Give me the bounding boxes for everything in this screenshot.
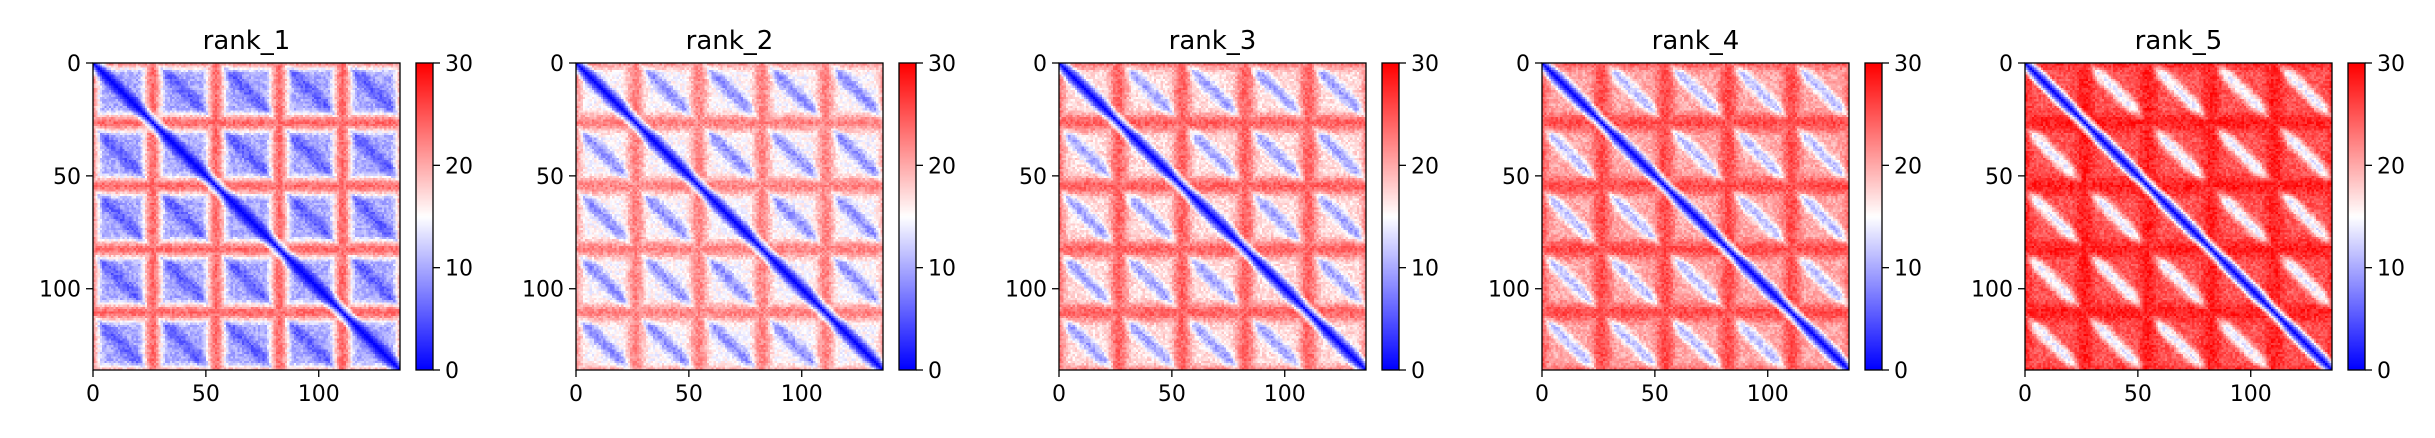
y-tick-label: 100 [39,278,81,303]
colorbar-tick-label: 20 [445,154,473,179]
panel-title: rank_4 [1652,26,1740,56]
x-tick-label: 100 [1264,382,1306,407]
colorbar-tick-label: 20 [2377,154,2405,179]
colorbar-tick-label: 20 [1894,154,1922,179]
y-tick-label: 0 [550,52,564,77]
colorbar-tick-label: 30 [2377,52,2405,77]
y-tick-label: 50 [1985,165,2013,190]
y-tick-label: 50 [53,165,81,190]
y-tick-label: 50 [1502,165,1530,190]
colorbar-tick-label: 0 [445,359,459,384]
colorbar [1382,63,1399,370]
heatmap-panel-5: rank_5 0 50 100 0 50 100 0 10 20 30 [1971,26,2405,407]
colorbar-tick-label: 0 [928,359,942,384]
colorbar-tick-label: 10 [1411,257,1439,282]
panel-title: rank_2 [686,26,774,56]
y-tick-label: 50 [1019,165,1047,190]
y-tick-label: 100 [1488,278,1530,303]
y-tick-label: 0 [1033,52,1047,77]
heatmap-image [1542,63,1849,370]
heatmap-image [2025,63,2332,370]
x-tick-label: 50 [675,382,703,407]
colorbar-tick-label: 30 [1411,52,1439,77]
x-tick-label: 100 [781,382,823,407]
y-tick-label: 0 [1516,52,1530,77]
panel-title: rank_1 [203,26,291,56]
colorbar [416,63,433,370]
x-tick-label: 50 [1641,382,1669,407]
panel-title: rank_5 [2135,26,2223,56]
x-tick-label: 0 [2018,382,2032,407]
colorbar-tick-label: 10 [445,257,473,282]
y-tick-label: 100 [1971,278,2013,303]
colorbar-tick-label: 30 [445,52,473,77]
colorbar [2348,63,2365,370]
heatmap-image [576,63,883,370]
colorbar-tick-label: 10 [928,257,956,282]
axes-frame [575,62,884,371]
x-tick-label: 100 [1747,382,1789,407]
y-tick-label: 100 [1005,278,1047,303]
colorbar [899,63,916,370]
x-tick-label: 0 [569,382,583,407]
colorbar-frame [898,62,917,371]
colorbar-tick-label: 0 [1894,359,1908,384]
colorbar-tick-label: 0 [1411,359,1425,384]
y-tick-label: 100 [522,278,564,303]
axes-frame [1058,62,1367,371]
colorbar-tick-label: 10 [2377,257,2405,282]
x-tick-label: 50 [1158,382,1186,407]
y-tick-label: 0 [1999,52,2013,77]
x-tick-label: 0 [1535,382,1549,407]
y-tick-label: 50 [536,165,564,190]
x-tick-label: 0 [86,382,100,407]
y-tick-label: 0 [67,52,81,77]
panel-title: rank_3 [1169,26,1257,56]
colorbar [1865,63,1882,370]
colorbar-frame [415,62,434,371]
colorbar-frame [2347,62,2366,371]
x-tick-label: 0 [1052,382,1066,407]
axes-frame [1541,62,1850,371]
axes-frame [92,62,401,371]
x-tick-label: 50 [192,382,220,407]
colorbar-frame [1864,62,1883,371]
x-tick-label: 50 [2124,382,2152,407]
heatmap-panel-3: rank_3 0 50 100 0 50 100 0 10 20 30 [1005,26,1439,407]
colorbar-tick-label: 30 [1894,52,1922,77]
heatmap-image [1059,63,1366,370]
x-tick-label: 100 [298,382,340,407]
heatmap-panel-4: rank_4 0 50 100 0 50 100 0 10 20 30 [1488,26,1922,407]
colorbar-tick-label: 20 [1411,154,1439,179]
heatmap-panel-1: rank_1 0 50 100 0 50 100 0 10 20 30 [39,26,473,407]
colorbar-tick-label: 30 [928,52,956,77]
axes-frame [2024,62,2333,371]
colorbar-tick-label: 0 [2377,359,2391,384]
x-tick-label: 100 [2230,382,2272,407]
colorbar-tick-label: 20 [928,154,956,179]
colorbar-frame [1381,62,1400,371]
heatmap-panel-2: rank_2 0 50 100 0 50 100 0 10 20 30 [522,26,956,407]
heatmap-image [93,63,400,370]
colorbar-tick-label: 10 [1894,257,1922,282]
